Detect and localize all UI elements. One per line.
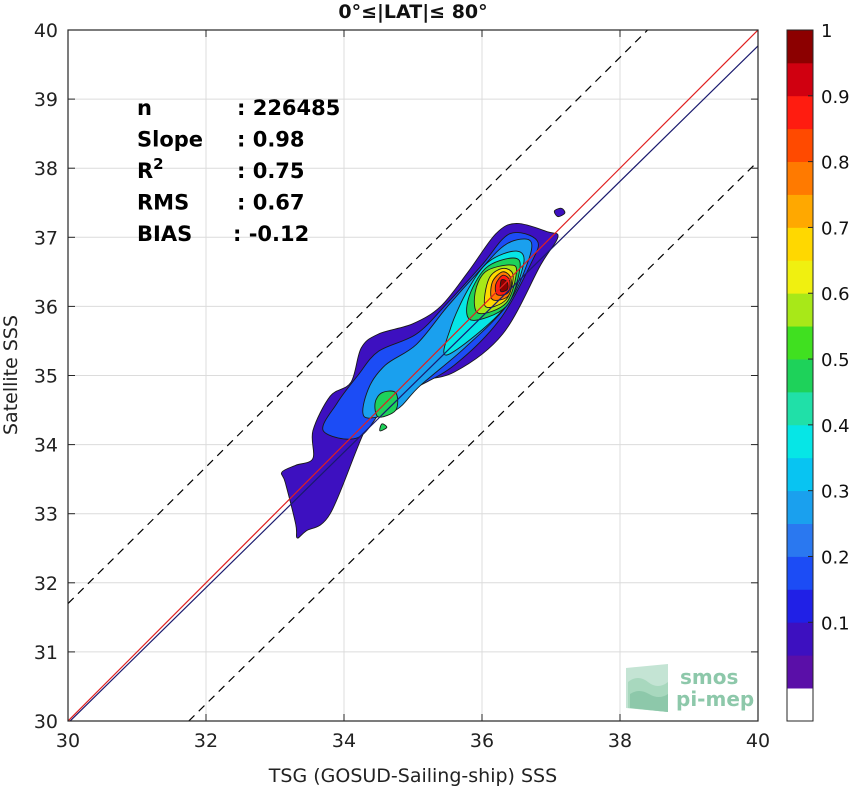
stat-label: n [137,96,152,120]
stat-value: : 0.75 [237,159,305,183]
stat-label: Slope [137,128,203,152]
y-tick-label: 40 [34,20,58,42]
stat-value: : 226485 [237,96,340,120]
density-contour-11 [553,207,566,218]
colorbar-segment [787,457,813,492]
colorbar-segment [787,260,813,294]
reference-line-3 [188,160,758,721]
y-tick-label: 35 [34,366,58,388]
y-tick-label: 34 [34,435,58,457]
x-tick-label: 36 [470,730,494,752]
stat-label: R2 [137,155,164,183]
chart-title: 0°≤|LAT|≤ 80° [338,1,487,23]
y-tick-label: 32 [34,573,58,595]
colorbar-segment [787,194,813,228]
colorbar-segment [787,326,813,360]
colorbar-segment [787,556,813,590]
axis-ticks [67,29,759,722]
reference-line-0 [68,30,758,721]
x-tick-label: 30 [56,730,80,752]
y-tick-label: 36 [34,296,58,318]
colorbar-segment [787,622,813,656]
colorbar-tick-label: 0.3 [821,482,850,503]
colorbar-frame [786,29,814,722]
colorbar-tick-label: 0.5 [821,350,850,371]
grid-lines [67,29,759,722]
colorbar-segment [787,424,813,459]
colorbar-tick-label: 0.1 [821,613,850,634]
x-axis-label: TSG (GOSUD-Sailing-ship) SSS [268,765,557,787]
colorbar-segment [787,490,813,524]
y-tick-label: 38 [34,158,58,180]
colorbar-tick-label: 0.4 [821,416,850,437]
colorbar-tick-label: 0.6 [821,284,850,305]
stat-label: BIAS [137,222,192,246]
colorbar [786,29,814,722]
colorbar-tick-label: 0.8 [821,153,850,174]
x-tick-label: 34 [332,730,356,752]
colorbar-segment [787,128,813,163]
x-tick-labels: 30 32 34 36 38 40 [56,730,770,752]
y-tick-label: 30 [34,711,58,733]
colorbar-segment [787,391,813,426]
stat-value: : -0.12 [233,222,309,246]
colorbar-segment [787,523,813,557]
colorbar-segment [787,359,813,393]
reference-line-2 [68,30,649,604]
colorbar-segment [787,95,813,130]
density-contour-12 [379,423,388,432]
y-tick-labels: 30 31 32 33 34 35 36 37 38 39 40 [34,20,58,733]
reference-lines [68,30,758,721]
stat-value: : 0.67 [237,191,305,215]
x-tick-label: 38 [608,730,632,752]
stat-value: : 0.98 [237,128,305,152]
density-contours [280,207,566,539]
reference-line-1 [69,45,758,721]
colorbar-segment [787,161,813,195]
colorbar-tick-label: 1 [821,21,832,42]
colorbar-tick-label: 0.2 [821,547,850,568]
x-tick-label: 40 [746,730,770,752]
logo-line-2: pi-mep [676,687,754,711]
stat-label: RMS [137,191,189,215]
y-tick-label: 33 [34,504,58,526]
smos-pi-mep-logo: smos pi-mep [626,664,754,712]
logo-line-1: smos [680,665,738,689]
colorbar-segment [787,30,813,64]
colorbar-segment [787,227,813,261]
colorbar-tick-label: 0.9 [821,87,850,108]
statistics-box: n : 226485 Slope : 0.98 R2 : 0.75 RMS : 0.67 BIA… [137,96,340,246]
y-tick-label: 31 [34,642,58,664]
colorbar-tick-labels: 0.1 0.2 0.3 0.4 0.5 0.6 0.7 0.8 0.9 1 [808,21,850,634]
logo-wave-icon [626,664,668,712]
colorbar-tick-label: 0.7 [821,218,850,239]
colorbar-segment [787,655,813,689]
colorbar-segment [787,293,813,327]
y-tick-label: 39 [34,89,58,111]
colorbar-segment [787,62,813,97]
colorbar-segment [787,589,813,623]
y-tick-label: 37 [34,227,58,249]
y-axis-label: Satellite SSS [0,315,22,435]
x-tick-label: 32 [194,730,218,752]
density-contour-4 [374,390,399,418]
colorbar-segment [787,688,813,722]
